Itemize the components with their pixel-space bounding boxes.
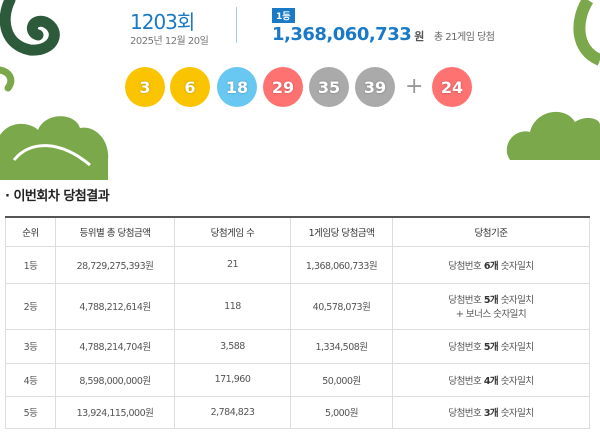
table-row: 5등 13,924,115,000원 2,784,823 5,000원 당첨번호…: [5, 395, 590, 429]
table-row: 2등 4,788,212,614원 118 40,578,073원 당첨번호 5…: [5, 282, 590, 330]
section-title: · 이번회차 당첨결과: [5, 189, 110, 204]
table-row: 3등 4,788,214,704원 3,588 1,334,508원 당첨번호 …: [5, 328, 590, 364]
criteria-count: 5개: [483, 342, 499, 353]
total-amount: 4,788,214,704원: [55, 328, 175, 364]
criteria-count: 4개: [483, 375, 499, 387]
criteria-text: 당첨번호: [448, 260, 484, 272]
winner-count: 3,588: [174, 328, 291, 364]
ball-29: 29: [263, 67, 303, 107]
criteria: 당첨번호 4개 숫자일치: [392, 362, 590, 397]
criteria-text: 당첨번호: [448, 408, 484, 419]
criteria-count: 5개: [483, 295, 499, 306]
criteria-text: 숫자일치: [498, 408, 534, 419]
per-game-amount: 1,334,508원: [290, 328, 393, 364]
rank: 5등: [5, 395, 56, 429]
per-game-amount: 1,368,060,733원: [290, 245, 393, 284]
table-row: 1등 28,729,275,393원 21 1,368,060,733원 당첨번…: [5, 245, 590, 284]
criteria-bonus: + 보너스 숫자일치: [455, 309, 527, 320]
ball-6: 6: [170, 67, 210, 107]
total-amount: 8,598,000,000원: [55, 362, 175, 397]
total-amount: 4,788,212,614원: [55, 282, 175, 330]
total-amount: 13,924,115,000원: [55, 395, 175, 429]
draw-date: 2025년 12월 20일: [130, 36, 209, 47]
criteria-text: 당첨번호: [448, 295, 484, 306]
criteria-text: 숫자일치: [498, 260, 534, 272]
winner-count: 118: [174, 282, 291, 330]
ball-18: 18: [217, 67, 257, 107]
bonus-ball: 24: [432, 67, 472, 107]
criteria: 당첨번호 6개 숫자일치: [392, 245, 590, 284]
header-total: 등위별 총 당첨금액: [55, 216, 175, 247]
first-prize-badge: 1등: [272, 8, 295, 23]
header-each: 1게임당 당첨금액: [290, 216, 393, 247]
plus-sign: +: [405, 74, 424, 99]
criteria: 당첨번호 3개 숫자일치: [392, 395, 590, 429]
first-prize-amount: 1,368,060,733 원 총 21게임 당첨: [272, 24, 495, 45]
per-game-amount: 5,000원: [290, 395, 393, 429]
rank: 4등: [5, 362, 56, 397]
criteria-text: 당첨번호: [448, 342, 484, 353]
winner-count: 171,960: [174, 362, 291, 397]
header-count: 당첨게임 수: [174, 216, 291, 247]
ball-39: 39: [355, 67, 395, 107]
rank: 3등: [5, 328, 56, 364]
criteria: 당첨번호 5개 숫자일치 + 보너스 숫자일치: [392, 282, 590, 330]
per-game-amount: 40,578,073원: [290, 282, 393, 330]
criteria-count: 6개: [483, 260, 499, 272]
total-winners: 총 21게임 당첨: [433, 32, 495, 43]
criteria-text: 숫자일치: [498, 375, 534, 387]
won-unit: 원: [414, 30, 424, 43]
ball-35: 35: [309, 67, 349, 107]
per-game-amount: 50,000원: [290, 362, 393, 397]
decorative-background-shapes: [0, 0, 600, 180]
rank: 2등: [5, 282, 56, 330]
header-rank: 순위: [5, 216, 56, 247]
table-row: 4등 8,598,000,000원 171,960 50,000원 당첨번호 4…: [5, 362, 590, 397]
criteria-count: 3개: [483, 408, 499, 419]
divider: [236, 7, 237, 43]
criteria-text: 당첨번호: [448, 375, 484, 387]
draw-round: 1203회: [130, 10, 195, 34]
criteria: 당첨번호 5개 숫자일치: [392, 328, 590, 364]
results-table: 순위 등위별 총 당첨금액 당첨게임 수 1게임당 당첨금액 당첨기준 1등 2…: [5, 216, 590, 429]
winner-count: 21: [174, 245, 291, 284]
prize-value: 1,368,060,733: [272, 24, 412, 45]
total-amount: 28,729,275,393원: [55, 245, 175, 284]
header-criteria: 당첨기준: [392, 216, 590, 247]
winner-count: 2,784,823: [174, 395, 291, 429]
criteria-text: 숫자일치: [498, 295, 534, 306]
ball-3: 3: [125, 67, 165, 107]
criteria-text: 숫자일치: [498, 342, 534, 353]
table-header: 순위 등위별 총 당첨금액 당첨게임 수 1게임당 당첨금액 당첨기준: [5, 216, 590, 247]
rank: 1등: [5, 245, 56, 284]
